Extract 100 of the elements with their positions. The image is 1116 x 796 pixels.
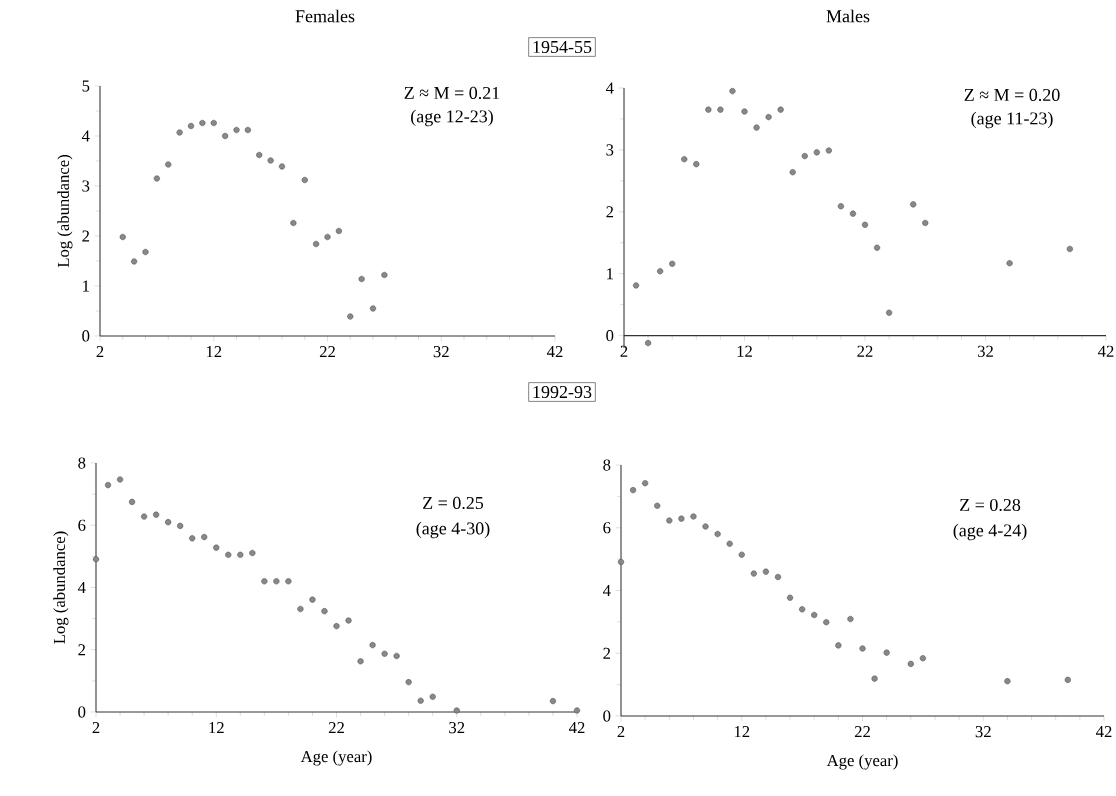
point [1006,260,1013,267]
point [345,617,352,624]
annotation: (age 4-30) [416,521,490,539]
point [225,551,232,558]
annotation: (age 11-23) [971,111,1053,129]
y-tick-label: 8 [603,459,611,471]
point [249,549,256,557]
point [199,119,206,127]
point [919,655,926,662]
x-tick-label: 22 [319,346,335,358]
point [811,611,818,619]
point [333,623,340,630]
point [244,126,251,134]
point [823,619,830,626]
point [738,551,745,558]
y-tick-label: 1 [83,280,89,292]
point [142,248,149,256]
point [165,161,172,168]
point [165,519,172,526]
point [549,698,557,705]
point [645,339,652,347]
x-tick-label: 12 [734,726,750,738]
point [369,642,376,649]
point [309,596,316,603]
y-tick-label: 4 [81,130,90,142]
point [222,132,229,140]
point [859,645,866,652]
point [285,578,292,585]
y-axis-title: Log (abundance) [57,155,73,268]
point [669,260,676,267]
y-tick-label: 5 [82,80,90,92]
point [741,108,748,115]
y-tick-label: 4 [602,585,611,596]
point [104,482,112,489]
y-tick-label: 8 [78,457,86,469]
point [632,282,640,289]
y-tick-label: 0 [606,329,614,342]
point [278,163,286,170]
annotation: (age 12-23) [411,109,493,127]
x-tick-label: 2 [96,346,104,358]
point [883,649,890,656]
annotation: Z ≈ M = 0.20 [964,88,1060,102]
point [690,513,697,520]
point [861,221,869,228]
point [381,271,388,279]
point [324,233,331,241]
y-tick-label: 0 [603,710,611,722]
y-tick-label: 3 [606,144,614,156]
point [290,219,297,227]
x-tick-label: 42 [547,346,563,358]
point [753,124,760,131]
point [297,605,304,613]
point [417,697,424,704]
point [837,203,844,210]
x-tick-label: 32 [977,345,993,357]
point [871,675,878,682]
point [799,606,806,613]
point [922,219,929,227]
point [141,513,148,520]
point [256,151,263,159]
point [335,227,342,235]
y-tick-label: 6 [603,522,611,534]
point [681,156,688,163]
point [119,233,126,241]
point [717,106,724,113]
x-tick-label: 22 [857,345,873,357]
point [657,268,664,275]
point [886,309,893,316]
point [813,149,820,156]
y-tick-label: 1 [607,268,613,280]
y-tick-label: 4 [77,582,86,593]
x-tick-label: 32 [433,346,449,358]
point [429,693,436,700]
point [573,707,581,714]
point [630,487,637,494]
point [210,119,217,127]
point [654,502,661,509]
y-tick-label: 3 [82,180,90,192]
point [116,476,124,483]
point [801,153,808,160]
point [393,652,400,660]
point [313,240,320,248]
point [261,578,268,585]
y-tick-label: 6 [78,519,86,531]
annotation: Z ≈ M = 0.21 [404,86,500,100]
y-axis-title: Log (abundance) [53,531,69,644]
point [750,570,757,577]
y-tick-label: 2 [603,647,611,659]
y-tick-label: 0 [78,706,86,718]
y-tick-label: 4 [605,82,614,94]
point [910,201,917,208]
point [714,530,721,538]
point [321,608,328,615]
point [666,517,673,524]
point [849,210,857,217]
point [693,161,700,168]
chart-subtitle: 1992-93 [533,385,592,399]
x-axis-title: Age (year) [826,754,898,770]
x-tick-label: 42 [569,722,585,734]
point [153,175,160,182]
